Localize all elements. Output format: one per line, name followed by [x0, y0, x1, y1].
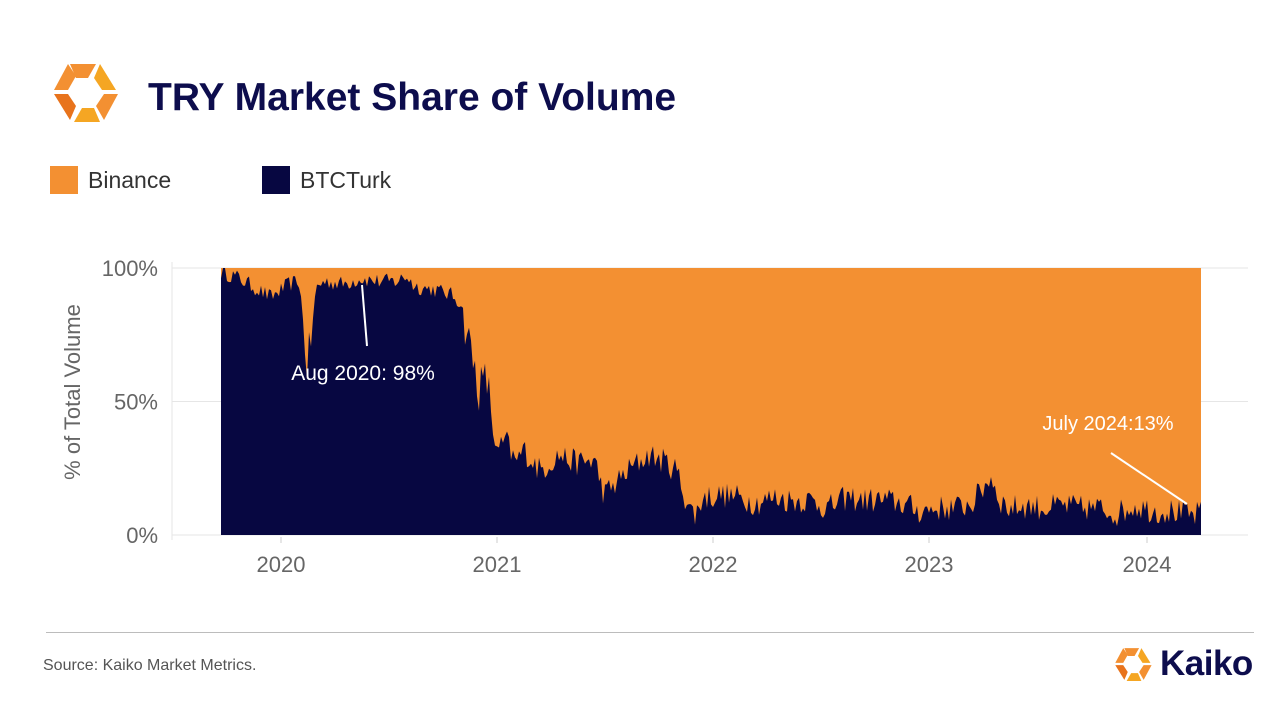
area-layer [221, 268, 1201, 535]
axis-layer: 0% 50% 100% 2020 2021 2022 2023 2024 [102, 256, 1172, 577]
annotation-leader-july-2024 [1110, 452, 1188, 505]
y-tick-label: 0% [126, 523, 158, 548]
footer-divider [46, 632, 1254, 633]
brand-wordmark: Kaiko [1160, 644, 1253, 683]
annotation-july-2024: July 2024:13% [1042, 413, 1173, 435]
annotation-layer: Aug 2020: 98% July 2024:13% [291, 284, 1188, 505]
legend-label-btcturk: BTCTurk [300, 167, 392, 193]
kaiko-logo-icon [54, 64, 118, 122]
annotation-leader-aug-2020 [361, 284, 368, 347]
kaiko-brand-icon [1115, 648, 1152, 682]
x-tick-label: 2021 [473, 552, 522, 577]
y-tick-label: 100% [102, 256, 158, 281]
area-btcturk [221, 268, 1201, 535]
x-tick-label: 2023 [905, 552, 954, 577]
legend-swatch-binance [50, 166, 78, 194]
page-title: TRY Market Share of Volume [148, 76, 677, 119]
y-axis-label: % of Total Volume [60, 304, 85, 480]
x-tick-label: 2022 [689, 552, 738, 577]
y-tick-label: 50% [114, 390, 158, 415]
source-note: Source: Kaiko Market Metrics. [43, 657, 257, 674]
annotation-aug-2020: Aug 2020: 98% [291, 362, 435, 385]
x-tick-label: 2020 [257, 552, 306, 577]
x-tick-label: 2024 [1123, 552, 1172, 577]
legend-swatch-btcturk [262, 166, 290, 194]
legend-label-binance: Binance [88, 167, 172, 193]
